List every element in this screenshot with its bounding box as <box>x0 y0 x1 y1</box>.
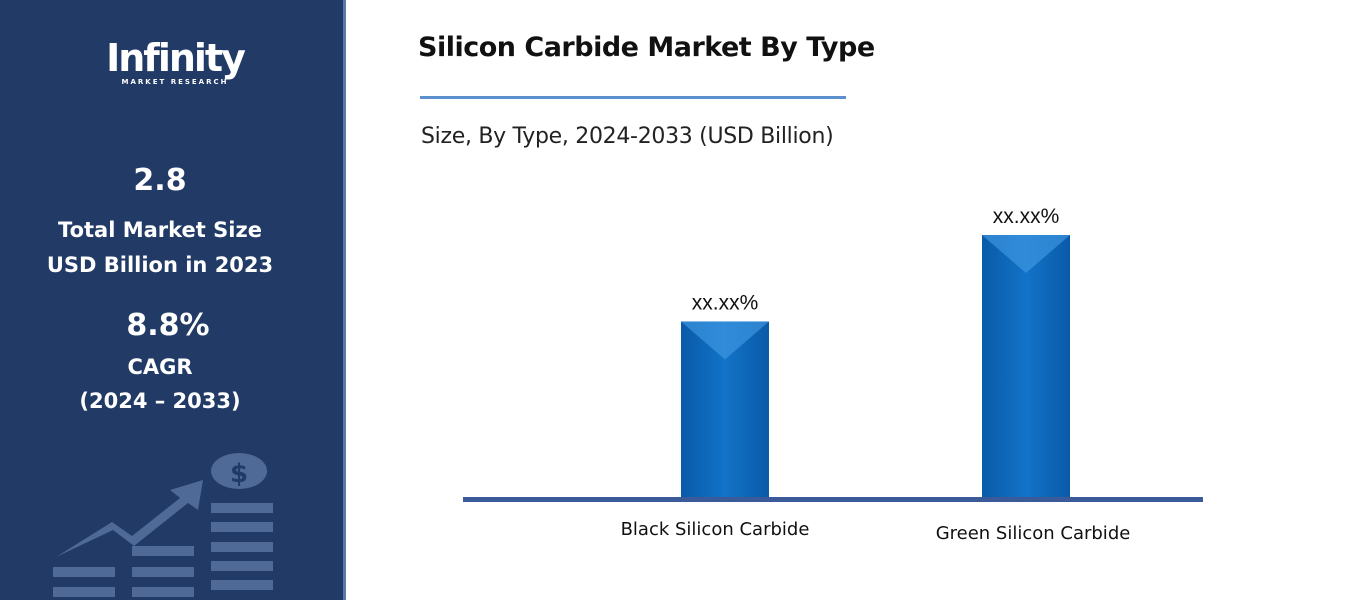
x-axis-line <box>463 497 1203 502</box>
market-size-label: Total Market Size <box>58 218 262 242</box>
logo-text: Infinity <box>106 36 246 80</box>
sidebar: Infinity MARKET RESEARCH 2.8 Total Marke… <box>0 0 346 600</box>
category-label: Green Silicon Carbide <box>936 523 1131 544</box>
data-label: xx.xx% <box>993 205 1060 228</box>
svg-text:$: $ <box>230 459 248 489</box>
bar-highlight <box>982 235 1070 273</box>
cagr-value: 8.8% <box>126 308 210 343</box>
bar <box>982 235 1070 497</box>
market-size-value: 2.8 <box>133 163 187 198</box>
data-label: xx.xx% <box>692 291 759 314</box>
chart-title: Silicon Carbide Market By Type <box>418 32 875 63</box>
logo-subtext: MARKET RESEARCH <box>121 78 229 86</box>
growth-chart-dollar-icon: $ <box>53 453 273 597</box>
market-size-unit: USD Billion in 2023 <box>46 253 274 277</box>
cagr-label: CAGR <box>127 355 193 379</box>
category-label: Black Silicon Carbide <box>621 519 810 540</box>
title-underline <box>420 96 846 99</box>
chart-subtitle: Size, By Type, 2024-2033 (USD Billion) <box>421 124 834 149</box>
infinity-logo: Infinity MARKET RESEARCH <box>100 28 250 90</box>
bar-highlight <box>681 321 769 360</box>
cagr-period: (2024 – 2033) <box>79 389 241 413</box>
